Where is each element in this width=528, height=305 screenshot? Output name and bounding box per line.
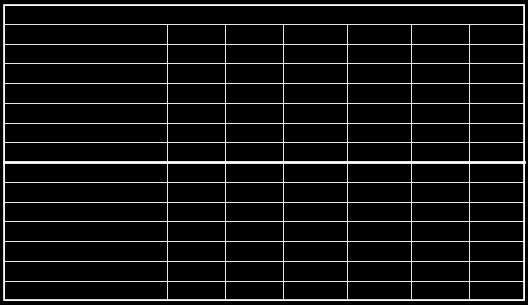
Bar [411, 162, 469, 182]
Bar [167, 261, 225, 281]
Bar [347, 63, 411, 83]
Bar [469, 202, 524, 221]
Bar [167, 83, 225, 103]
Bar [469, 142, 524, 162]
Bar [283, 281, 347, 300]
Bar [4, 142, 167, 162]
Bar [4, 221, 167, 241]
Bar [225, 202, 283, 221]
Bar [283, 162, 347, 182]
Bar [469, 123, 524, 142]
Bar [411, 24, 469, 44]
Bar [225, 162, 283, 182]
Bar [411, 241, 469, 261]
Bar [347, 202, 411, 221]
Bar [4, 103, 167, 123]
Bar [4, 281, 167, 300]
Bar [167, 202, 225, 221]
Bar [167, 241, 225, 261]
Bar [283, 221, 347, 241]
Bar [4, 123, 167, 142]
Bar [469, 261, 524, 281]
Bar [283, 202, 347, 221]
Bar [4, 182, 167, 202]
Bar [4, 63, 167, 83]
Bar [167, 162, 225, 182]
Bar [4, 241, 167, 261]
Bar [469, 281, 524, 300]
Bar [347, 83, 411, 103]
Bar [4, 261, 167, 281]
Bar [167, 103, 225, 123]
Bar [167, 281, 225, 300]
Bar [347, 281, 411, 300]
Bar [469, 221, 524, 241]
Bar [347, 241, 411, 261]
Bar [225, 123, 283, 142]
Bar [167, 142, 225, 162]
Bar [283, 261, 347, 281]
Bar [469, 182, 524, 202]
Bar [4, 202, 167, 221]
Bar [283, 142, 347, 162]
Bar [283, 103, 347, 123]
Bar [347, 103, 411, 123]
Bar [411, 63, 469, 83]
Bar [411, 123, 469, 142]
Bar [167, 44, 225, 63]
Bar [225, 24, 283, 44]
Bar [347, 44, 411, 63]
Bar [225, 103, 283, 123]
Bar [347, 182, 411, 202]
Bar [469, 24, 524, 44]
Bar [411, 83, 469, 103]
Bar [347, 261, 411, 281]
Bar [347, 142, 411, 162]
Bar [283, 241, 347, 261]
Bar [225, 221, 283, 241]
Bar [469, 44, 524, 63]
Bar [411, 182, 469, 202]
Bar [283, 83, 347, 103]
Bar [469, 241, 524, 261]
Bar [411, 103, 469, 123]
Bar [411, 261, 469, 281]
Bar [225, 142, 283, 162]
Bar [469, 103, 524, 123]
Bar [347, 24, 411, 44]
Bar [347, 123, 411, 142]
Bar [411, 281, 469, 300]
Bar [225, 83, 283, 103]
Bar [347, 162, 411, 182]
Bar [283, 182, 347, 202]
Bar [167, 123, 225, 142]
Bar [167, 24, 225, 44]
Bar [411, 44, 469, 63]
Bar [225, 44, 283, 63]
Bar [225, 182, 283, 202]
Bar [283, 24, 347, 44]
Bar [225, 63, 283, 83]
Bar [4, 44, 167, 63]
Bar [283, 123, 347, 142]
Bar [4, 5, 524, 24]
Bar [167, 63, 225, 83]
Bar [225, 261, 283, 281]
Bar [469, 83, 524, 103]
Bar [167, 182, 225, 202]
Bar [167, 221, 225, 241]
Bar [469, 63, 524, 83]
Bar [411, 221, 469, 241]
Bar [469, 162, 524, 182]
Bar [347, 221, 411, 241]
Bar [411, 202, 469, 221]
Bar [283, 44, 347, 63]
Bar [4, 24, 167, 44]
Bar [225, 281, 283, 300]
Bar [4, 83, 167, 103]
Bar [225, 241, 283, 261]
Bar [4, 162, 167, 182]
Bar [283, 63, 347, 83]
Bar [411, 142, 469, 162]
